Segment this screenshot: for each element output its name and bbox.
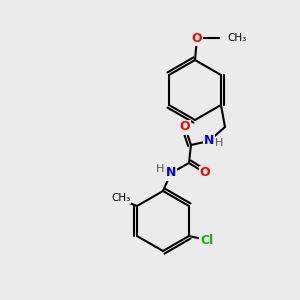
Text: Cl: Cl — [200, 233, 214, 247]
Text: N: N — [166, 167, 176, 179]
Text: CH₃: CH₃ — [227, 33, 246, 43]
Text: H: H — [156, 164, 164, 174]
Text: O: O — [200, 167, 210, 179]
Text: N: N — [204, 134, 214, 148]
Text: H: H — [215, 138, 223, 148]
Text: O: O — [180, 121, 190, 134]
Text: O: O — [192, 32, 202, 44]
Text: CH₃: CH₃ — [111, 193, 130, 203]
